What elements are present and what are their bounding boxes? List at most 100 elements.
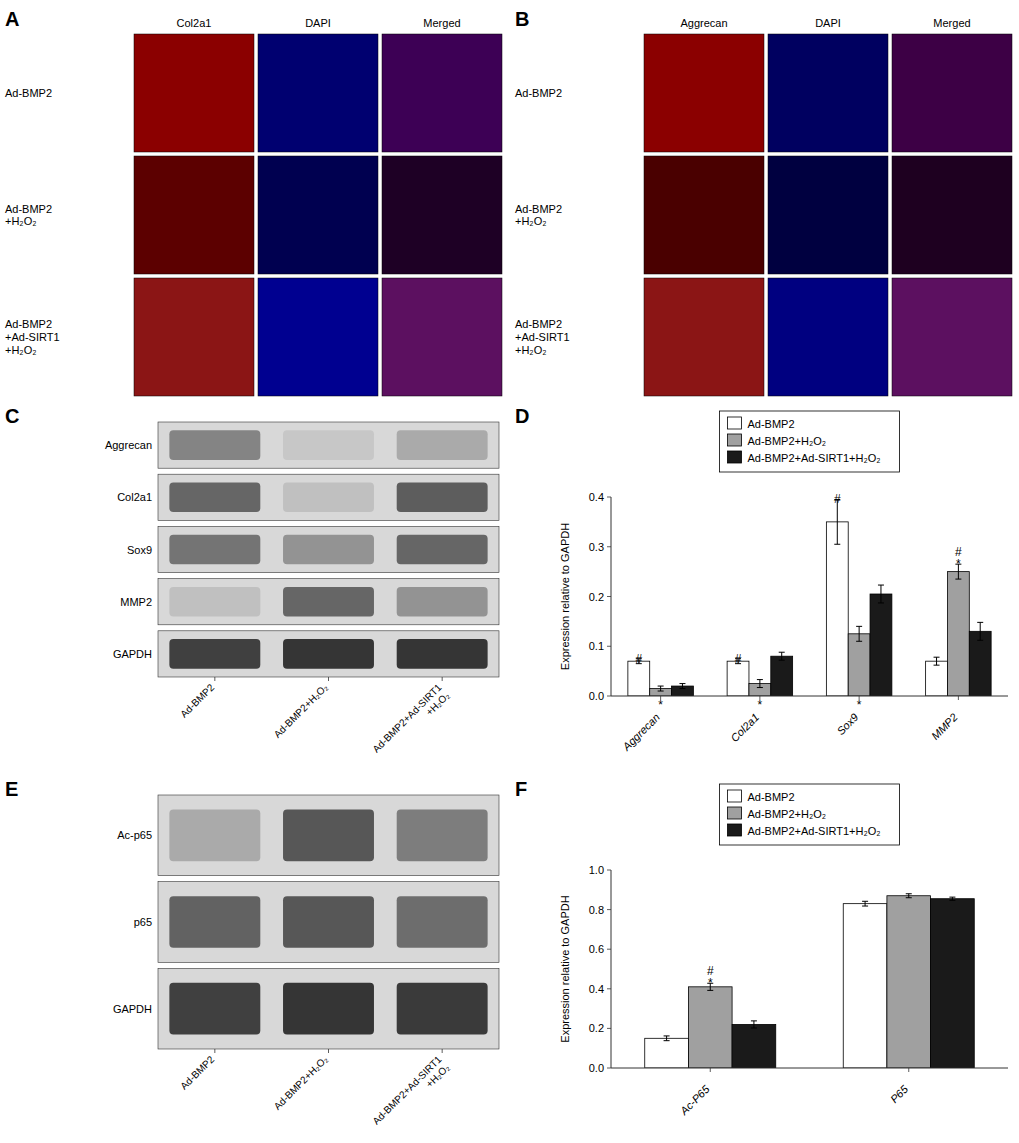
- error-cap: [779, 660, 785, 661]
- bar: [870, 594, 892, 696]
- y-tick-label: 0.0: [589, 690, 604, 702]
- band: [169, 483, 260, 513]
- error-cap: [977, 622, 983, 623]
- lane-label-line: Ad-BMP2+Ad-SIRT1: [370, 1053, 443, 1126]
- column-label: Merged: [933, 17, 970, 29]
- row-label: Ad-BMP2+H₂O₂: [515, 203, 562, 228]
- row-label: Ad-BMP2+H₂O₂: [5, 203, 52, 228]
- annotation: *: [708, 976, 713, 990]
- bar: [969, 631, 991, 696]
- image-cell: [258, 156, 378, 274]
- band: [169, 430, 260, 460]
- x-tick-label: Col2a1: [728, 711, 761, 744]
- band: [397, 639, 488, 669]
- band: [283, 983, 374, 1035]
- y-tick: [607, 909, 611, 910]
- band: [283, 639, 374, 669]
- row-label: Ad-BMP2: [5, 87, 52, 99]
- bar: [947, 572, 969, 696]
- row-label: Aggrecan: [105, 439, 152, 451]
- legend-label: Ad-BMP2+Ad-SIRT1+H₂O₂: [748, 452, 881, 464]
- x-axis: [611, 1068, 1008, 1069]
- row-label-line: Ad-BMP2: [515, 318, 562, 330]
- error-line: [753, 1021, 754, 1028]
- bar: [645, 1038, 689, 1068]
- error-bar: [934, 657, 940, 665]
- column-label: Aggrecan: [680, 17, 727, 29]
- error-bar: [658, 686, 664, 691]
- row-label-line: +H₂O₂: [5, 344, 36, 356]
- band: [397, 896, 488, 948]
- legend-label: Ad-BMP2: [748, 418, 795, 430]
- column-label: Col2a1: [177, 17, 212, 29]
- image-cell: [134, 278, 254, 396]
- band: [169, 983, 260, 1035]
- x-tick-label: P65: [888, 1082, 911, 1105]
- band: [397, 430, 488, 460]
- y-tick-label: 0.6: [589, 943, 604, 955]
- blot-strip: [158, 579, 499, 625]
- panel: EAc-p65p65GAPDHAd-BMP2Ad-BMP2+H₂O₂Ad-BMP…: [5, 778, 499, 1135]
- tick: [214, 677, 215, 681]
- column-label: Merged: [423, 17, 460, 29]
- row-label: Ac-p65: [117, 829, 152, 841]
- y-tick: [607, 497, 611, 498]
- annotation: #: [635, 652, 642, 666]
- error-cap: [751, 1020, 757, 1021]
- y-tick: [607, 949, 611, 950]
- error-line: [682, 684, 683, 689]
- error-cap: [862, 901, 868, 902]
- legend-swatch: [728, 434, 742, 446]
- band: [397, 535, 488, 565]
- error-cap: [757, 687, 763, 688]
- band: [397, 483, 488, 513]
- row-label-line: +H₂O₂: [515, 344, 546, 356]
- row-label-line: +H₂O₂: [515, 215, 546, 227]
- error-cap: [878, 585, 884, 586]
- y-tick-label: 0.8: [589, 904, 604, 916]
- image-cell: [644, 156, 764, 274]
- panel: FAd-BMP2Ad-BMP2+H₂O₂Ad-BMP2+Ad-SIRT1+H₂O…: [515, 778, 1008, 1118]
- panel: BAggrecanDAPIMergedAd-BMP2Ad-BMP2+H₂O₂Ad…: [515, 8, 1012, 396]
- error-cap: [906, 893, 912, 894]
- lane-label: Ad-BMP2+H₂O₂: [272, 682, 330, 740]
- error-bar: [779, 652, 785, 660]
- band: [283, 896, 374, 948]
- band: [397, 810, 488, 862]
- band: [283, 483, 374, 513]
- error-cap: [679, 683, 685, 684]
- lane-label-line: +H₂O₂: [424, 690, 452, 718]
- y-tick: [607, 596, 611, 597]
- error-cap: [906, 897, 912, 898]
- error-line: [666, 1036, 667, 1041]
- error-cap: [949, 900, 955, 901]
- legend-swatch: [728, 417, 742, 429]
- error-line: [759, 680, 760, 688]
- error-bar: [862, 901, 868, 906]
- error-cap: [856, 641, 862, 642]
- blot-strip: [158, 474, 499, 520]
- error-cap: [658, 686, 664, 687]
- blot-strip: [158, 882, 499, 963]
- error-cap: [664, 1035, 670, 1036]
- panel-label: C: [5, 405, 19, 427]
- x-tick-label: MMP2: [929, 711, 960, 742]
- x-tick: [958, 696, 959, 700]
- band: [283, 587, 374, 617]
- bar: [887, 896, 931, 1068]
- row-label-line: +H₂O₂: [5, 215, 36, 227]
- lane-label: Ad-BMP2+Ad-SIRT1+H₂O₂: [370, 1053, 452, 1135]
- band: [397, 983, 488, 1035]
- image-cell: [382, 156, 502, 274]
- row-label: GAPDH: [113, 648, 152, 660]
- tick: [442, 1049, 443, 1053]
- band: [397, 587, 488, 617]
- error-bar: [878, 585, 884, 603]
- image-cell: [768, 156, 888, 274]
- bar: [688, 987, 732, 1068]
- y-axis-label: Expression relative to GAPDH: [559, 523, 571, 670]
- band: [169, 639, 260, 669]
- panel: DAd-BMP2Ad-BMP2+H₂O₂Ad-BMP2+Ad-SIRT1+H₂O…: [515, 405, 1008, 753]
- annotation: *: [758, 698, 763, 712]
- legend-swatch: [728, 807, 742, 819]
